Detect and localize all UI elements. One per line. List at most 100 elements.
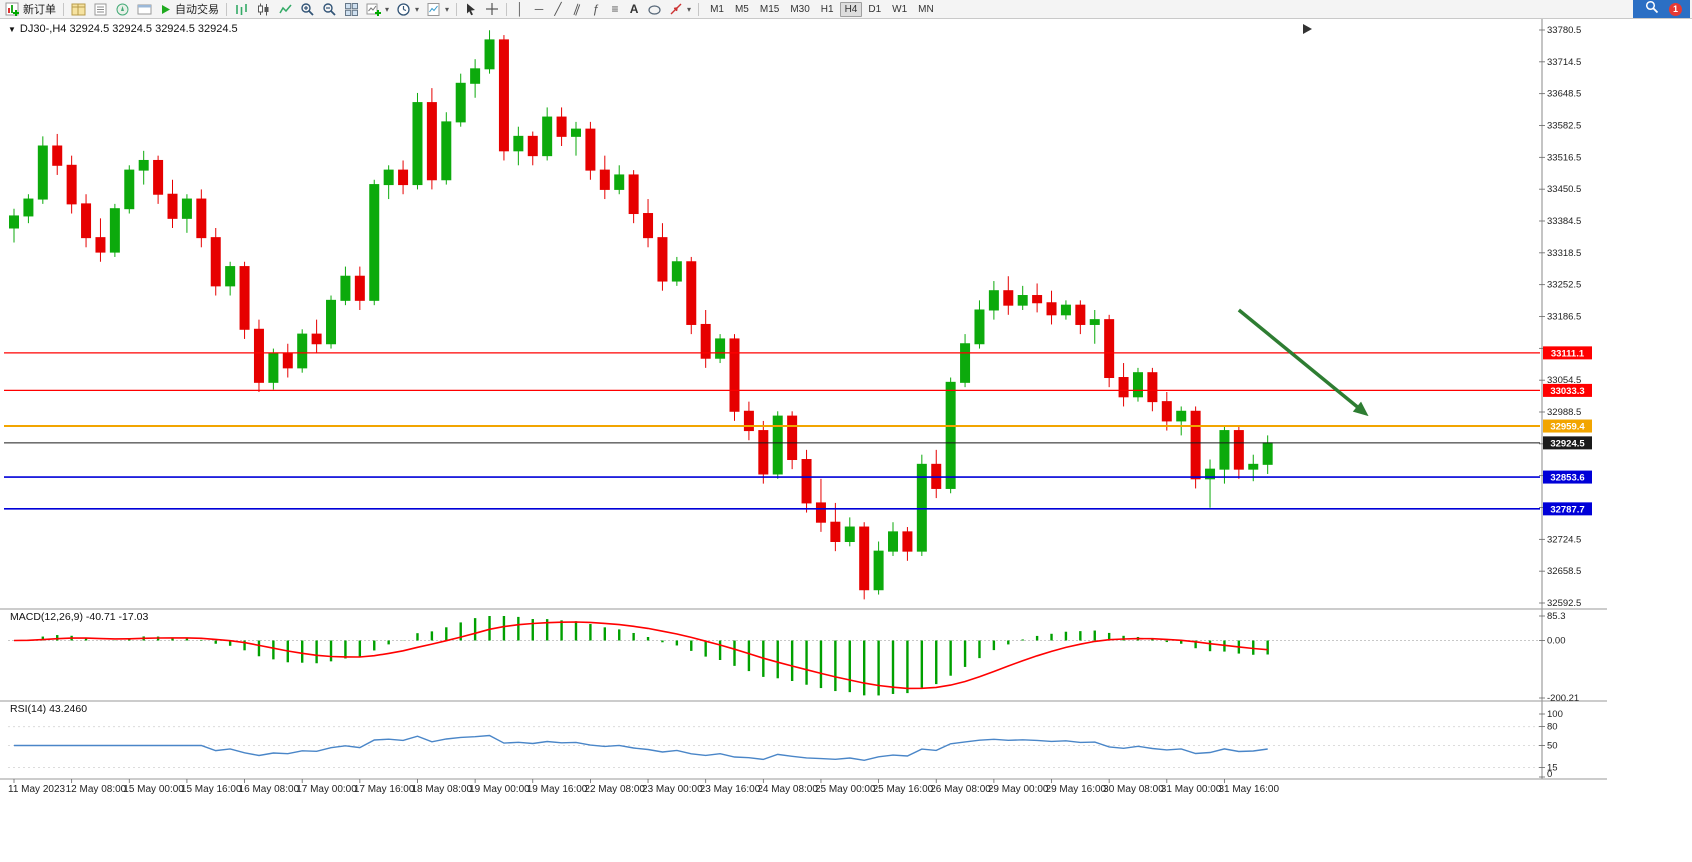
candle-body bbox=[398, 169, 409, 186]
timeframe-M5[interactable]: M5 bbox=[734, 3, 749, 15]
timeframe-M15[interactable]: M15 bbox=[759, 3, 780, 15]
svg-text:31 May 16:00: 31 May 16:00 bbox=[1218, 784, 1279, 795]
new-chart-button[interactable]: ▾ bbox=[363, 1, 392, 17]
trendline-tool-button[interactable]: ╱ bbox=[549, 1, 567, 17]
candle-body bbox=[196, 198, 207, 239]
svg-text:29 May 16:00: 29 May 16:00 bbox=[1046, 784, 1107, 795]
svg-text:85.3: 85.3 bbox=[1547, 611, 1566, 622]
new-order-button[interactable]: 新订单 bbox=[2, 1, 59, 17]
vertical-line-tool-button[interactable]: │ bbox=[511, 1, 529, 17]
shapes-tool-button[interactable] bbox=[644, 1, 665, 17]
template-button[interactable]: ▾ bbox=[423, 1, 452, 17]
candle-body bbox=[758, 430, 769, 475]
new-chart-icon bbox=[366, 2, 381, 17]
candle-body bbox=[253, 328, 264, 383]
timeframe-M30[interactable]: M30 bbox=[790, 3, 810, 15]
rsi-indicator-label: RSI(14) 43.2460 bbox=[10, 703, 88, 715]
candle-body bbox=[1089, 319, 1100, 325]
candle-body bbox=[326, 299, 337, 345]
lines-more-button[interactable]: ≡ bbox=[606, 1, 624, 17]
svg-text:100: 100 bbox=[1547, 709, 1563, 720]
svg-text:32988.5: 32988.5 bbox=[1547, 407, 1581, 418]
macd-indicator-label: MACD(12,26,9) -40.71 -17.03 bbox=[10, 611, 149, 623]
fibonacci-tool-button[interactable]: ƒ bbox=[587, 1, 605, 17]
candle-body bbox=[383, 169, 394, 186]
candle-body bbox=[1118, 377, 1129, 398]
notification-badge[interactable]: 1 bbox=[1669, 2, 1682, 16]
svg-text:23 May 16:00: 23 May 16:00 bbox=[700, 784, 761, 795]
tile-windows-button[interactable] bbox=[341, 1, 362, 17]
cursor-tool-button[interactable] bbox=[461, 1, 481, 17]
candle-body bbox=[671, 261, 682, 282]
candle-body bbox=[628, 174, 639, 215]
chevron-down-icon: ▾ bbox=[415, 4, 420, 14]
svg-text:26 May 08:00: 26 May 08:00 bbox=[930, 784, 991, 795]
one-click-trading-toggle[interactable]: ▼ bbox=[8, 24, 16, 34]
candle-body bbox=[153, 159, 164, 195]
svg-text:32592.5: 32592.5 bbox=[1547, 598, 1581, 609]
new-order-label: 新订单 bbox=[23, 4, 56, 16]
timeframe-M1[interactable]: M1 bbox=[710, 3, 724, 15]
autotrade-button[interactable]: 自动交易 bbox=[156, 1, 222, 17]
candle-body bbox=[1017, 295, 1028, 306]
navigator-icon bbox=[115, 2, 130, 17]
svg-text:16 May 08:00: 16 May 08:00 bbox=[239, 784, 300, 795]
market-watch-button[interactable] bbox=[68, 1, 89, 17]
line-chart-type-button[interactable] bbox=[275, 1, 296, 17]
macd-panel: 85.3 0.00 -200.21 bbox=[8, 611, 1579, 704]
zoom-in-button[interactable] bbox=[297, 1, 318, 17]
zoom-out-button[interactable] bbox=[319, 1, 340, 17]
timeframe-H1[interactable]: H1 bbox=[820, 3, 834, 15]
chart-shift-marker[interactable] bbox=[1303, 24, 1312, 34]
candle-body bbox=[556, 116, 567, 137]
candle-body bbox=[340, 275, 351, 301]
timeframe-D1[interactable]: D1 bbox=[868, 3, 882, 15]
grid-lines-icon: ≡ bbox=[611, 2, 619, 16]
svg-text:50: 50 bbox=[1547, 741, 1558, 752]
candle-body bbox=[585, 128, 596, 171]
period-button[interactable]: ▾ bbox=[393, 1, 422, 17]
candle-body bbox=[210, 237, 221, 287]
candles bbox=[9, 30, 1273, 600]
terminal-button[interactable] bbox=[134, 1, 155, 17]
market-watch-icon bbox=[71, 2, 86, 17]
horizontal-line-tool-button[interactable]: ─ bbox=[530, 1, 548, 17]
toolbar-separator bbox=[63, 2, 64, 16]
chevron-down-icon: ▾ bbox=[687, 4, 692, 14]
candle-body bbox=[412, 102, 423, 186]
chevron-down-icon: ▾ bbox=[385, 4, 390, 14]
candle-body bbox=[902, 531, 913, 552]
bar-chart-type-button[interactable] bbox=[231, 1, 252, 17]
candlestick-chart-type-button[interactable] bbox=[253, 1, 274, 17]
candle-body bbox=[1147, 372, 1158, 403]
svg-text:32924.5: 32924.5 bbox=[1550, 438, 1585, 449]
navigator-button[interactable] bbox=[112, 1, 133, 17]
down-arrow-annotation[interactable] bbox=[1237, 308, 1369, 417]
channel-tool-button[interactable]: ∥ bbox=[568, 1, 586, 17]
timeframe-MN[interactable]: MN bbox=[918, 3, 934, 15]
crosshair-tool-button[interactable] bbox=[482, 1, 502, 17]
price-axis[interactable]: 33780.5 33714.5 33648.5 33582.5 33516.5 33450… bbox=[1539, 25, 1581, 609]
svg-text:25 May 00:00: 25 May 00:00 bbox=[815, 784, 876, 795]
svg-text:30 May 08:00: 30 May 08:00 bbox=[1103, 784, 1164, 795]
timeframe-W1[interactable]: W1 bbox=[892, 3, 908, 15]
timeframe-H4[interactable]: H4 bbox=[839, 1, 863, 17]
svg-text:25 May 16:00: 25 May 16:00 bbox=[873, 784, 934, 795]
text-tool-button[interactable]: A bbox=[625, 1, 643, 17]
data-window-button[interactable] bbox=[90, 1, 111, 17]
search-icon[interactable] bbox=[1645, 0, 1659, 19]
template-icon bbox=[426, 2, 441, 17]
svg-text:11 May 2023: 11 May 2023 bbox=[8, 784, 66, 795]
svg-text:19 May 16:00: 19 May 16:00 bbox=[527, 784, 588, 795]
toolbar-separator bbox=[226, 2, 227, 16]
level-lines[interactable]: 33111.1 33033.3 32959.4 32924.5 32853.6 32787… bbox=[4, 346, 1592, 515]
autotrade-label: 自动交易 bbox=[175, 4, 219, 16]
level-price-label bbox=[1543, 346, 1592, 360]
svg-text:18 May 08:00: 18 May 08:00 bbox=[411, 784, 472, 795]
arrows-tool-button[interactable]: ▾ bbox=[666, 1, 694, 17]
candle-body bbox=[960, 343, 971, 383]
trendline-icon: ╱ bbox=[554, 2, 562, 16]
candle-body bbox=[1075, 304, 1086, 325]
